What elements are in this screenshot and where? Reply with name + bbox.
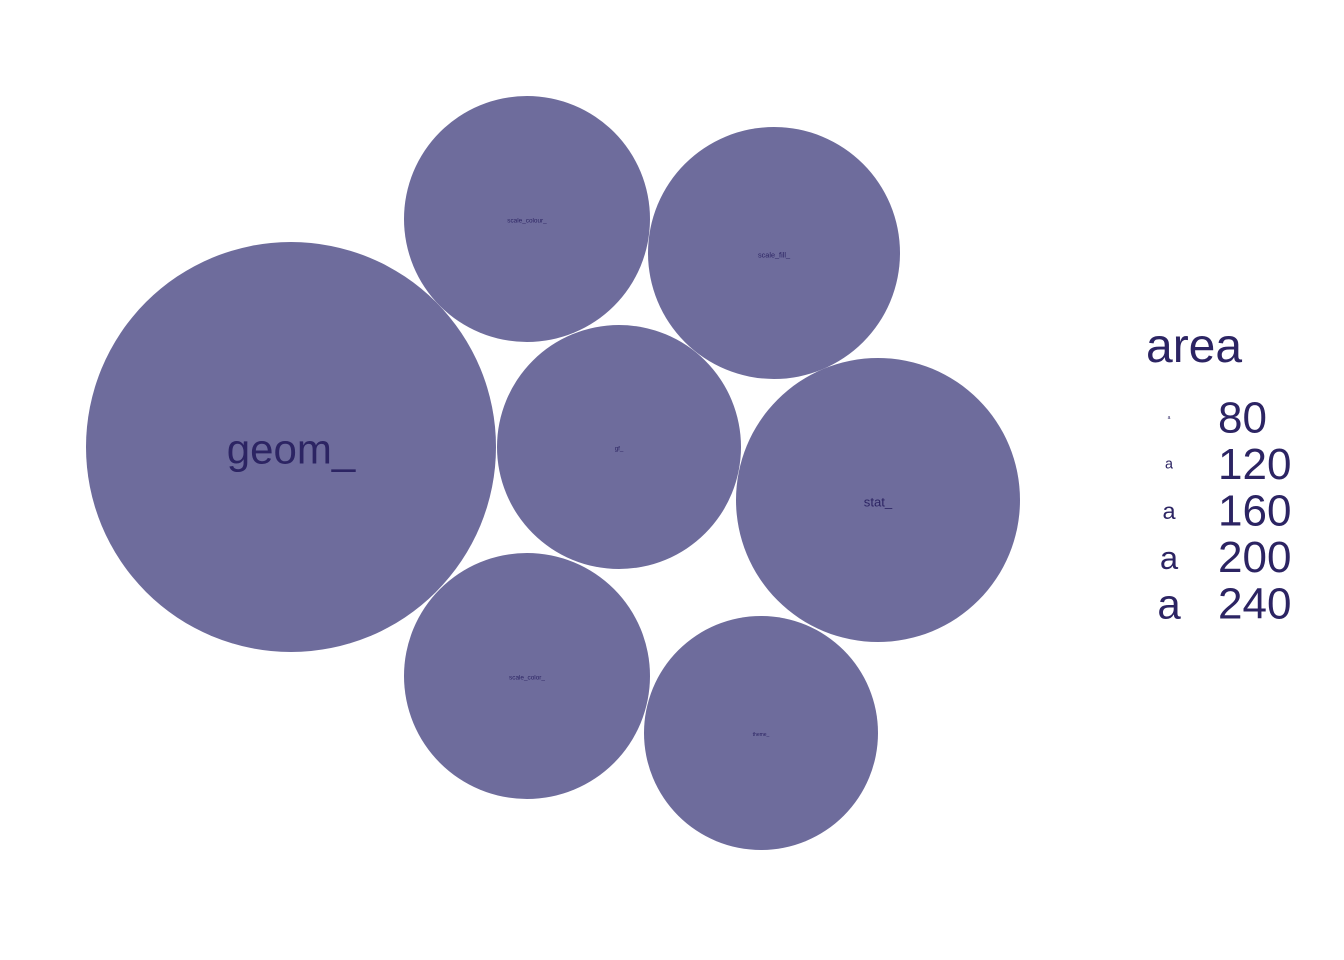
bubble-label-scale-colour: scale_colour_ [507,218,547,225]
bubble-scale-color [404,553,650,799]
legend-value-160: 160 [1218,487,1291,536]
bubble-label-gf: gf_ [615,446,624,453]
bubble-label-theme: theme_ [753,732,770,738]
legend-key-240: a [1157,581,1181,628]
bubble-label-scale-fill: scale_fill_ [758,251,791,260]
legend-title: area [1146,320,1242,373]
bubble-label-geom: geom_ [227,426,356,473]
legend-key-80: a [1168,415,1171,421]
legend-value-240: 240 [1218,580,1291,629]
legend-key-200: a [1160,539,1179,576]
bubble-scale-fill [648,127,900,379]
legend-entries: a 80 a 120 a 160 a 200 a 240 [1157,394,1291,629]
bubble-labels-layer: geom_ scale_colour_ scale_fill_ gf_ stat_sca… [227,218,893,739]
bubble-label-scale-color: scale_color_ [509,675,545,682]
legend-value-80: 80 [1218,394,1267,443]
legend: area a 80 a 120 a 160 a 200 a 240 [1146,320,1291,629]
bubble-theme [644,616,878,850]
bubbles-layer [86,96,1020,850]
bubble-gf [497,325,741,569]
bubble-stat [736,358,1020,642]
legend-key-120: a [1165,457,1173,473]
legend-value-200: 200 [1218,533,1291,582]
bubble-scale-colour [404,96,650,342]
legend-key-160: a [1162,498,1176,524]
bubble-label-stat: stat_ [864,495,893,510]
bubble-geom [86,242,496,652]
legend-value-120: 120 [1218,440,1291,489]
